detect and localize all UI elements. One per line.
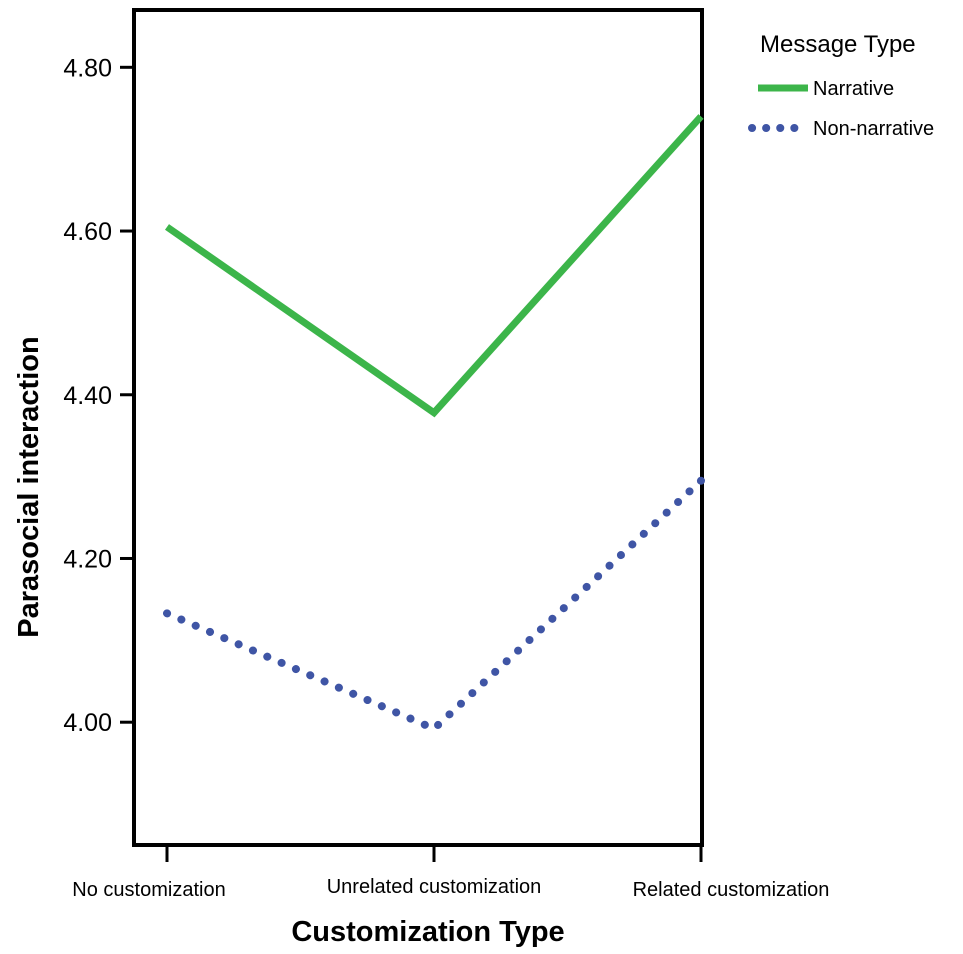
y-tick-label: 4.40 xyxy=(63,382,112,410)
y-tick-label: 4.60 xyxy=(63,218,112,246)
data-point-narrative-2 xyxy=(701,116,702,117)
series-line-narrative xyxy=(165,114,704,418)
legend-title: Message Type xyxy=(760,31,916,58)
x-axis: No customization Unrelated customization R… xyxy=(72,845,829,901)
y-axis-title: Parasocial interaction xyxy=(13,336,45,637)
x-tick-label: No customization xyxy=(72,879,225,901)
legend-label-narrative: Narrative xyxy=(813,78,894,100)
plot-frame xyxy=(132,8,704,847)
series-layer xyxy=(163,114,705,734)
y-axis: 4.00 4.20 4.40 4.60 4.80 xyxy=(63,54,134,737)
x-tick-label: Unrelated customization xyxy=(327,876,542,898)
y-tick-label: 4.80 xyxy=(63,54,112,82)
data-point-non-narrative-1 xyxy=(434,728,435,729)
series-line-non-narrative xyxy=(163,476,705,734)
legend-label-non-narrative: Non-narrative xyxy=(813,118,934,140)
y-tick-label: 4.00 xyxy=(63,709,112,737)
data-point-narrative-1 xyxy=(434,412,435,413)
x-axis-title: Customization Type xyxy=(291,916,564,948)
x-tick-label: Related customization xyxy=(633,879,830,901)
y-tick-label: 4.20 xyxy=(63,545,112,573)
data-point-non-narrative-2 xyxy=(701,480,702,481)
legend: Message Type Narrative Non-narrative xyxy=(748,31,934,140)
data-point-non-narrative-0 xyxy=(167,613,168,614)
data-point-narrative-0 xyxy=(167,226,168,227)
